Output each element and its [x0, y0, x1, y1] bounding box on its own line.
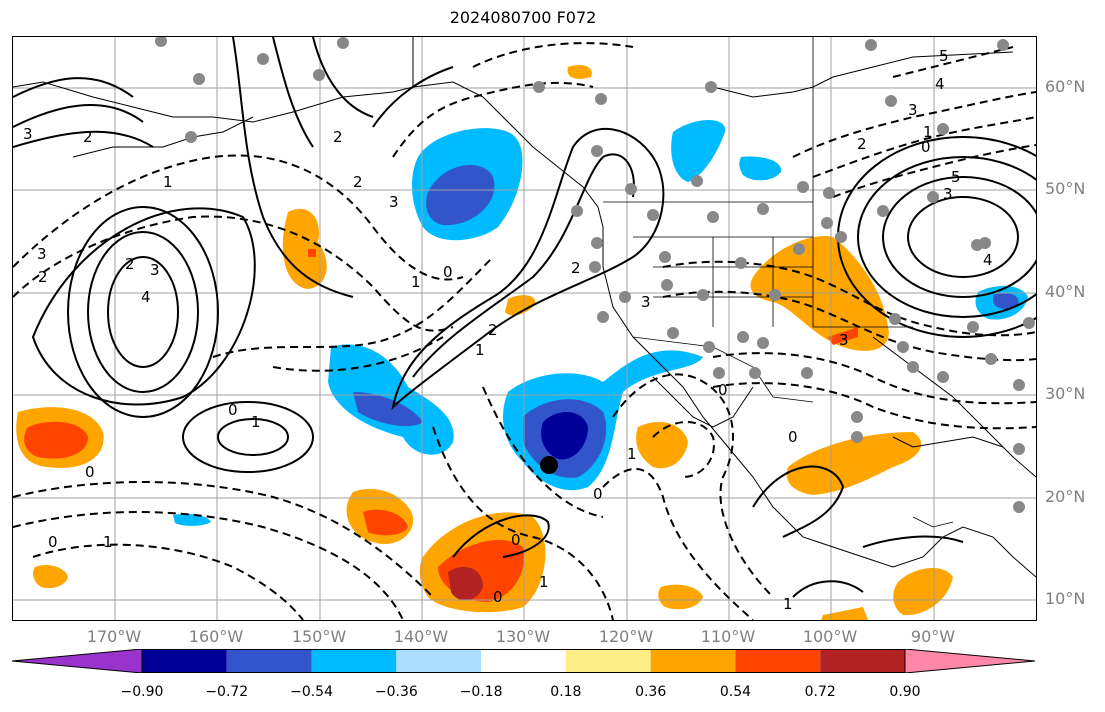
lon-label: 160°W [188, 627, 244, 646]
contour-label: 1 [923, 123, 933, 141]
map-title: 2024080700 F072 [449, 8, 597, 27]
contour-label: 3 [641, 293, 651, 311]
lon-label: 140°W [393, 627, 449, 646]
contour-label: 0 [228, 401, 238, 419]
station-dots [155, 37, 1035, 513]
contour-label: 3 [839, 331, 849, 349]
contour-label: 2 [83, 128, 93, 146]
colorbar-segment [226, 649, 312, 673]
contour-label: 3 [150, 261, 160, 279]
lat-label: 30°N [1045, 384, 1086, 403]
lon-label: 170°W [86, 627, 142, 646]
colorbar-tick-label: −0.36 [374, 684, 418, 700]
contour-lines-dashed [13, 42, 1036, 620]
map-canvas: 2 2 3 2 3 2 4 3 1 2 3 1 0 2 3 0 1 2 1 0 … [13, 37, 1036, 620]
contour-label: 0 [443, 263, 453, 281]
contour-label: 2 [571, 259, 581, 277]
contour-label: 2 [38, 268, 48, 286]
colorbar-segment [311, 649, 397, 673]
colorbar-tick-label: −0.18 [459, 684, 503, 700]
colorbar-tick-label: 0.36 [635, 684, 667, 700]
contour-label: 3 [908, 101, 918, 119]
lon-label: 90°W [910, 627, 956, 646]
contour-labels: 2 2 3 2 3 2 4 3 1 2 3 1 0 2 3 0 1 2 1 0 … [23, 47, 993, 613]
lat-label: 40°N [1045, 282, 1086, 301]
colorbar-frame [141, 649, 906, 673]
contour-label: 3 [389, 193, 399, 211]
contour-label: 1 [627, 445, 637, 463]
colorbar-segment [565, 649, 651, 673]
lat-label: 10°N [1045, 589, 1086, 608]
storm-marker [540, 456, 558, 474]
contour-label: 0 [921, 138, 931, 156]
colorbar-segment [735, 649, 821, 673]
contour-label: 3 [37, 245, 47, 263]
contour-label: 3 [23, 125, 33, 143]
contour-label: 2 [353, 173, 363, 191]
contour-label: 5 [951, 168, 961, 186]
contour-label: 4 [935, 75, 945, 93]
contour-label: 5 [939, 47, 949, 65]
lon-label: 120°W [598, 627, 654, 646]
contour-label: 0 [593, 485, 603, 503]
lat-label: 50°N [1045, 179, 1086, 198]
colorbar-segments [12, 649, 1035, 673]
colorbar-tick-label: 0.72 [804, 684, 836, 700]
colorbar-tick-label: −0.72 [205, 684, 249, 700]
contour-label: 0 [718, 381, 728, 399]
colorbar-tick-label: −0.90 [120, 684, 164, 700]
contour-label: 2 [333, 128, 343, 146]
colorbar-segment [820, 649, 905, 673]
map-panel: 2 2 3 2 3 2 4 3 1 2 3 1 0 2 3 0 1 2 1 0 … [12, 36, 1037, 621]
colorbar-tick-label: 0.90 [889, 684, 921, 700]
contour-label: 1 [163, 173, 173, 191]
lon-label: 100°W [802, 627, 858, 646]
contour-label: 0 [511, 531, 521, 549]
colorbar-tick-label: 0.18 [550, 684, 582, 700]
contour-label: 3 [943, 185, 953, 203]
colorbar-tick-label: −0.54 [290, 684, 333, 700]
colorbar-segment [142, 649, 227, 673]
contour-label: 1 [783, 595, 793, 613]
contour-label: 2 [488, 321, 498, 339]
contour-label: 1 [475, 341, 485, 359]
contour-label: 4 [983, 251, 993, 269]
lon-label: 150°W [291, 627, 347, 646]
contour-label: 0 [85, 463, 95, 481]
contour-label: 2 [857, 135, 867, 153]
lat-label: 60°N [1045, 77, 1086, 96]
colorbar-tick-label: 0.54 [719, 684, 752, 700]
colorbar-extend-high [904, 649, 1035, 673]
shading-layer [16, 65, 1028, 620]
colorbar-segment [396, 649, 482, 673]
political-borders [412, 37, 954, 528]
colorbar-segment [650, 649, 736, 673]
contour-label: 4 [141, 288, 151, 306]
contour-label: 1 [251, 413, 261, 431]
contour-label: 0 [788, 428, 798, 446]
contour-label: 0 [48, 533, 58, 551]
lon-label: 110°W [700, 627, 756, 646]
contour-label: 1 [103, 533, 113, 551]
colorbar-extend-low [12, 649, 143, 673]
lat-label: 20°N [1045, 487, 1086, 506]
contour-label: 0 [493, 588, 503, 606]
contour-label: 2 [125, 255, 135, 273]
colorbar [12, 649, 1035, 673]
contour-label: 1 [411, 273, 421, 291]
contour-label: 1 [539, 573, 549, 591]
colorbar-segment [481, 649, 566, 673]
lon-label: 130°W [495, 627, 551, 646]
contour-lines [13, 37, 1036, 598]
